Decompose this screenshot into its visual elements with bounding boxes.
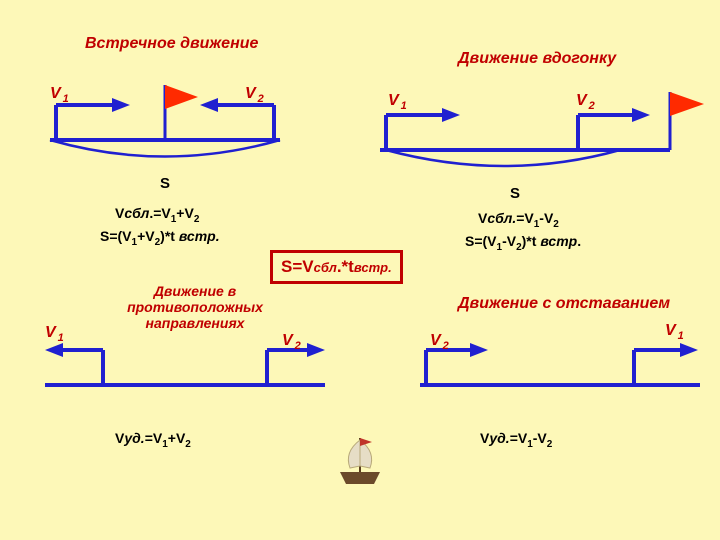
vlabel-q3-v1: V1 bbox=[45, 324, 64, 344]
vlabel-q2-v1: V1 bbox=[388, 92, 407, 112]
diagram-q2 bbox=[380, 90, 690, 175]
formula-q1b: S=(V1+V2)*t встр. bbox=[100, 228, 220, 248]
title-q3: Движение в противоположных направлениях bbox=[85, 283, 305, 331]
title-q2: Движение вдогонку bbox=[458, 50, 616, 68]
title-q4: Движение с отставанием bbox=[458, 295, 670, 313]
formula-q2a: Vсбл.=V1-V2 bbox=[478, 210, 559, 230]
formula-q4a: Vуд.=V1-V2 bbox=[480, 430, 552, 450]
formula-q1a: Vсбл.=V1+V2 bbox=[115, 205, 199, 225]
title-q1: Встречное движение bbox=[85, 35, 258, 53]
formula-q2b: S=(V1-V2)*t встр. bbox=[465, 233, 581, 253]
formula-q3a: Vуд.=V1+V2 bbox=[115, 430, 191, 450]
center-formula: S=Vсбл.*tвстр. bbox=[281, 257, 392, 276]
vlabel-q2-v2: V2 bbox=[576, 92, 595, 112]
vlabel-q3-v2: V2 bbox=[282, 332, 301, 352]
ship-icon bbox=[330, 430, 390, 490]
vlabel-q1-v2: V2 bbox=[245, 85, 264, 105]
vlabel-q4-v2: V2 bbox=[430, 332, 449, 352]
diagram-q4 bbox=[420, 330, 700, 400]
center-formula-box: S=Vсбл.*tвстр. bbox=[270, 250, 403, 284]
vlabel-q1-v1: V1 bbox=[50, 85, 69, 105]
vlabel-q4-v1: V1 bbox=[665, 322, 684, 342]
s-label-q1: S bbox=[160, 175, 170, 192]
s-label-q2: S bbox=[510, 185, 520, 202]
